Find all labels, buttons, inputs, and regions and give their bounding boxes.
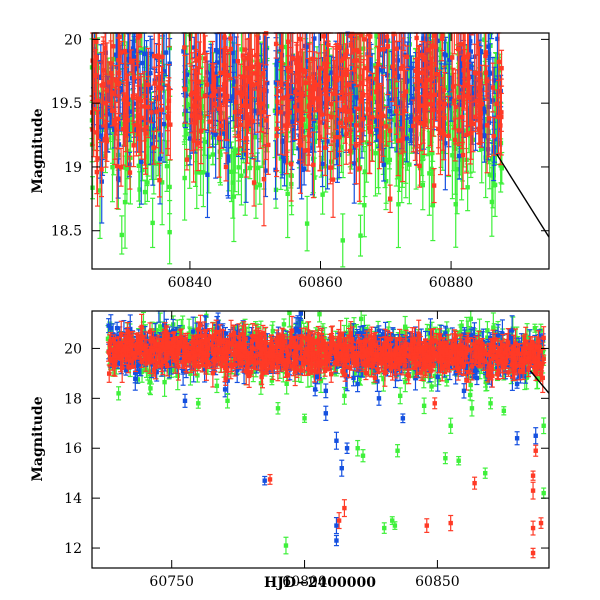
data-point xyxy=(388,129,392,133)
data-point xyxy=(167,230,171,234)
data-point xyxy=(320,192,324,196)
data-point xyxy=(464,133,468,137)
data-point xyxy=(382,163,386,167)
data-point xyxy=(239,174,243,178)
data-point xyxy=(139,160,143,164)
data-point xyxy=(165,164,169,168)
data-point xyxy=(453,138,457,142)
data-point xyxy=(468,131,472,135)
data-point xyxy=(164,50,168,54)
data-point xyxy=(407,162,411,166)
data-point xyxy=(431,203,435,207)
data-point xyxy=(226,158,230,162)
data-point xyxy=(198,116,202,120)
data-point xyxy=(184,132,188,136)
data-point xyxy=(450,153,454,157)
data-point xyxy=(362,203,366,207)
data-point xyxy=(452,99,456,103)
data-point xyxy=(304,81,308,85)
data-point xyxy=(150,221,154,225)
blue-series-point xyxy=(217,33,222,77)
data-point xyxy=(137,164,141,168)
data-point xyxy=(305,221,309,225)
data-point xyxy=(454,202,458,206)
data-point xyxy=(167,185,171,189)
data-point xyxy=(285,192,289,196)
data-point xyxy=(214,48,218,52)
data-point xyxy=(388,197,392,201)
data-point xyxy=(348,149,352,153)
green-series-point xyxy=(150,198,155,247)
data-point xyxy=(404,136,408,140)
data-point xyxy=(457,154,461,158)
data-point xyxy=(110,165,114,169)
data-point xyxy=(120,233,124,237)
data-point xyxy=(465,185,469,189)
data-point xyxy=(349,115,353,119)
green-series-point xyxy=(340,214,345,267)
red-series-point xyxy=(388,185,393,212)
data-point xyxy=(326,43,330,47)
green-series-point xyxy=(247,157,252,178)
data-point xyxy=(232,194,236,198)
data-point xyxy=(341,238,345,242)
data-point xyxy=(99,167,103,171)
data-point xyxy=(142,52,146,56)
data-point xyxy=(205,173,209,177)
data-point xyxy=(384,124,388,128)
data-point xyxy=(396,202,400,206)
data-point xyxy=(392,117,396,121)
green-series-point xyxy=(358,215,363,256)
data-point xyxy=(90,58,94,62)
green-series-point xyxy=(305,196,310,250)
data-point xyxy=(159,108,163,112)
data-point xyxy=(218,149,222,153)
data-point xyxy=(442,52,446,56)
data-point xyxy=(302,167,306,171)
data-point xyxy=(373,151,377,155)
data-point xyxy=(261,71,265,75)
top-data-points xyxy=(90,31,549,267)
data-point xyxy=(320,162,324,166)
data-point xyxy=(131,143,135,147)
data-point xyxy=(358,233,362,237)
data-point xyxy=(251,119,255,123)
data-point xyxy=(409,120,413,124)
data-point xyxy=(162,122,166,126)
data-point xyxy=(183,93,187,97)
data-point xyxy=(182,176,186,180)
data-point xyxy=(491,134,495,138)
data-point xyxy=(143,190,147,194)
data-point xyxy=(457,95,461,99)
data-point xyxy=(482,134,486,138)
